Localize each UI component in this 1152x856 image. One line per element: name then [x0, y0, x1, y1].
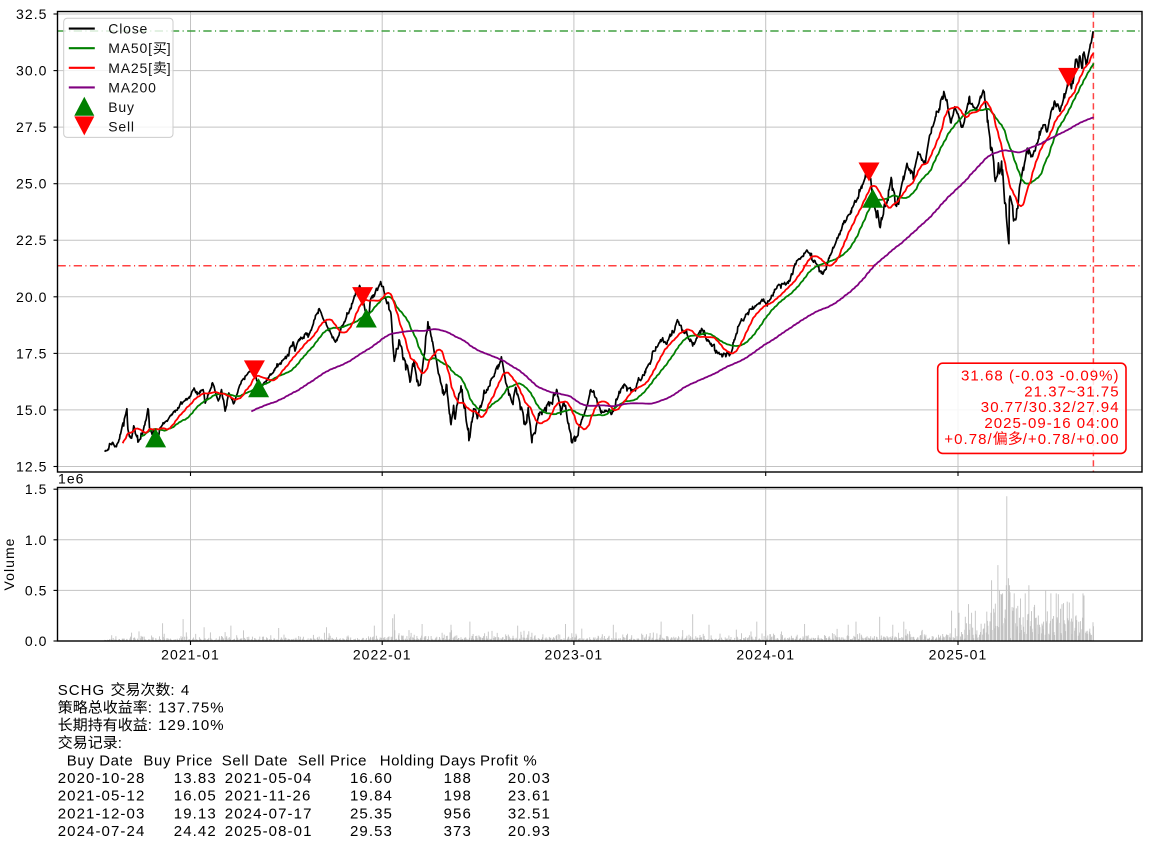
svg-text:1.0: 1.0	[25, 532, 48, 548]
svg-text:Close: Close	[108, 21, 148, 37]
svg-text:]: ]	[167, 60, 172, 76]
svg-text:16.05: 16.05	[174, 788, 217, 805]
svg-text:13.83: 13.83	[174, 770, 217, 787]
svg-text:17.5: 17.5	[16, 345, 47, 361]
svg-text:2024-01: 2024-01	[736, 647, 795, 663]
svg-text:30.0: 30.0	[16, 63, 47, 79]
svg-text:MA200: MA200	[108, 79, 156, 95]
svg-text::: :	[118, 735, 123, 752]
svg-text:2025-08-01: 2025-08-01	[225, 823, 313, 840]
svg-text:+0.78/: +0.78/	[944, 431, 992, 448]
svg-text:SCHG: SCHG	[58, 682, 106, 699]
svg-text:21.37~31.75: 21.37~31.75	[1024, 383, 1119, 400]
svg-text:2022-01: 2022-01	[353, 647, 412, 663]
svg-text:373: 373	[444, 823, 472, 840]
svg-text:23.61: 23.61	[508, 788, 551, 805]
svg-text:Buy Price: Buy Price	[143, 752, 213, 769]
svg-text:20.0: 20.0	[16, 289, 47, 305]
svg-text:Sell Price: Sell Price	[298, 752, 367, 769]
svg-text:2021-12-03: 2021-12-03	[58, 805, 146, 822]
svg-text:16.60: 16.60	[350, 770, 393, 787]
svg-text:25.0: 25.0	[16, 176, 47, 192]
svg-text:22.5: 22.5	[16, 232, 47, 248]
svg-text:956: 956	[444, 805, 472, 822]
svg-text:0.5: 0.5	[25, 582, 48, 598]
svg-text:32.5: 32.5	[16, 6, 47, 22]
svg-text:25.35: 25.35	[350, 805, 393, 822]
svg-text:19.84: 19.84	[350, 788, 393, 805]
svg-text:15.0: 15.0	[16, 402, 47, 418]
svg-text:2024-07-24: 2024-07-24	[58, 823, 146, 840]
svg-text:Sell: Sell	[108, 119, 135, 135]
svg-text:198: 198	[444, 788, 472, 805]
svg-text:2021-01: 2021-01	[161, 647, 220, 663]
svg-text:31.68 (-0.03 -0.09%): 31.68 (-0.03 -0.09%)	[961, 368, 1120, 385]
svg-text:2025-01: 2025-01	[929, 647, 988, 663]
svg-text:2020-10-28: 2020-10-28	[58, 770, 146, 787]
svg-text:Volume: Volume	[1, 538, 17, 591]
svg-text:12.5: 12.5	[16, 459, 47, 475]
svg-text:/+0.78/+0.00: /+0.78/+0.00	[1023, 431, 1120, 448]
svg-text:32.51: 32.51	[508, 805, 551, 822]
svg-text:2021-05-04: 2021-05-04	[225, 770, 313, 787]
svg-text:2025-09-16 04:00: 2025-09-16 04:00	[984, 415, 1119, 432]
svg-text:Holding Days: Holding Days	[380, 752, 476, 769]
svg-text:Sell Date: Sell Date	[222, 752, 288, 769]
svg-text:: 4: : 4	[170, 682, 190, 699]
svg-text:1.5: 1.5	[25, 481, 48, 497]
svg-text:2021-11-26: 2021-11-26	[225, 788, 312, 805]
svg-text:188: 188	[444, 770, 472, 787]
svg-text:Buy: Buy	[108, 99, 135, 115]
svg-text:0.0: 0.0	[25, 633, 48, 649]
svg-text:20.03: 20.03	[508, 770, 551, 787]
svg-text:20.93: 20.93	[508, 823, 551, 840]
svg-text:24.42: 24.42	[174, 823, 217, 840]
svg-text:19.13: 19.13	[174, 805, 217, 822]
svg-text:29.53: 29.53	[350, 823, 393, 840]
svg-text:: 129.10%: : 129.10%	[148, 717, 225, 734]
svg-text:1e6: 1e6	[58, 471, 85, 487]
svg-text:MA50[: MA50[	[108, 40, 152, 56]
svg-text:2021-05-12: 2021-05-12	[58, 788, 146, 805]
svg-text:]: ]	[167, 40, 172, 56]
svg-text:: 137.75%: : 137.75%	[148, 700, 225, 717]
svg-text:Buy Date: Buy Date	[67, 752, 134, 769]
svg-text:27.5: 27.5	[16, 119, 47, 135]
svg-text:30.77/30.32/27.94: 30.77/30.32/27.94	[981, 399, 1120, 416]
svg-text:MA25[: MA25[	[108, 60, 152, 76]
svg-text:Profit %: Profit %	[480, 752, 537, 769]
svg-text:2023-01: 2023-01	[545, 647, 604, 663]
svg-text:2024-07-17: 2024-07-17	[225, 805, 313, 822]
